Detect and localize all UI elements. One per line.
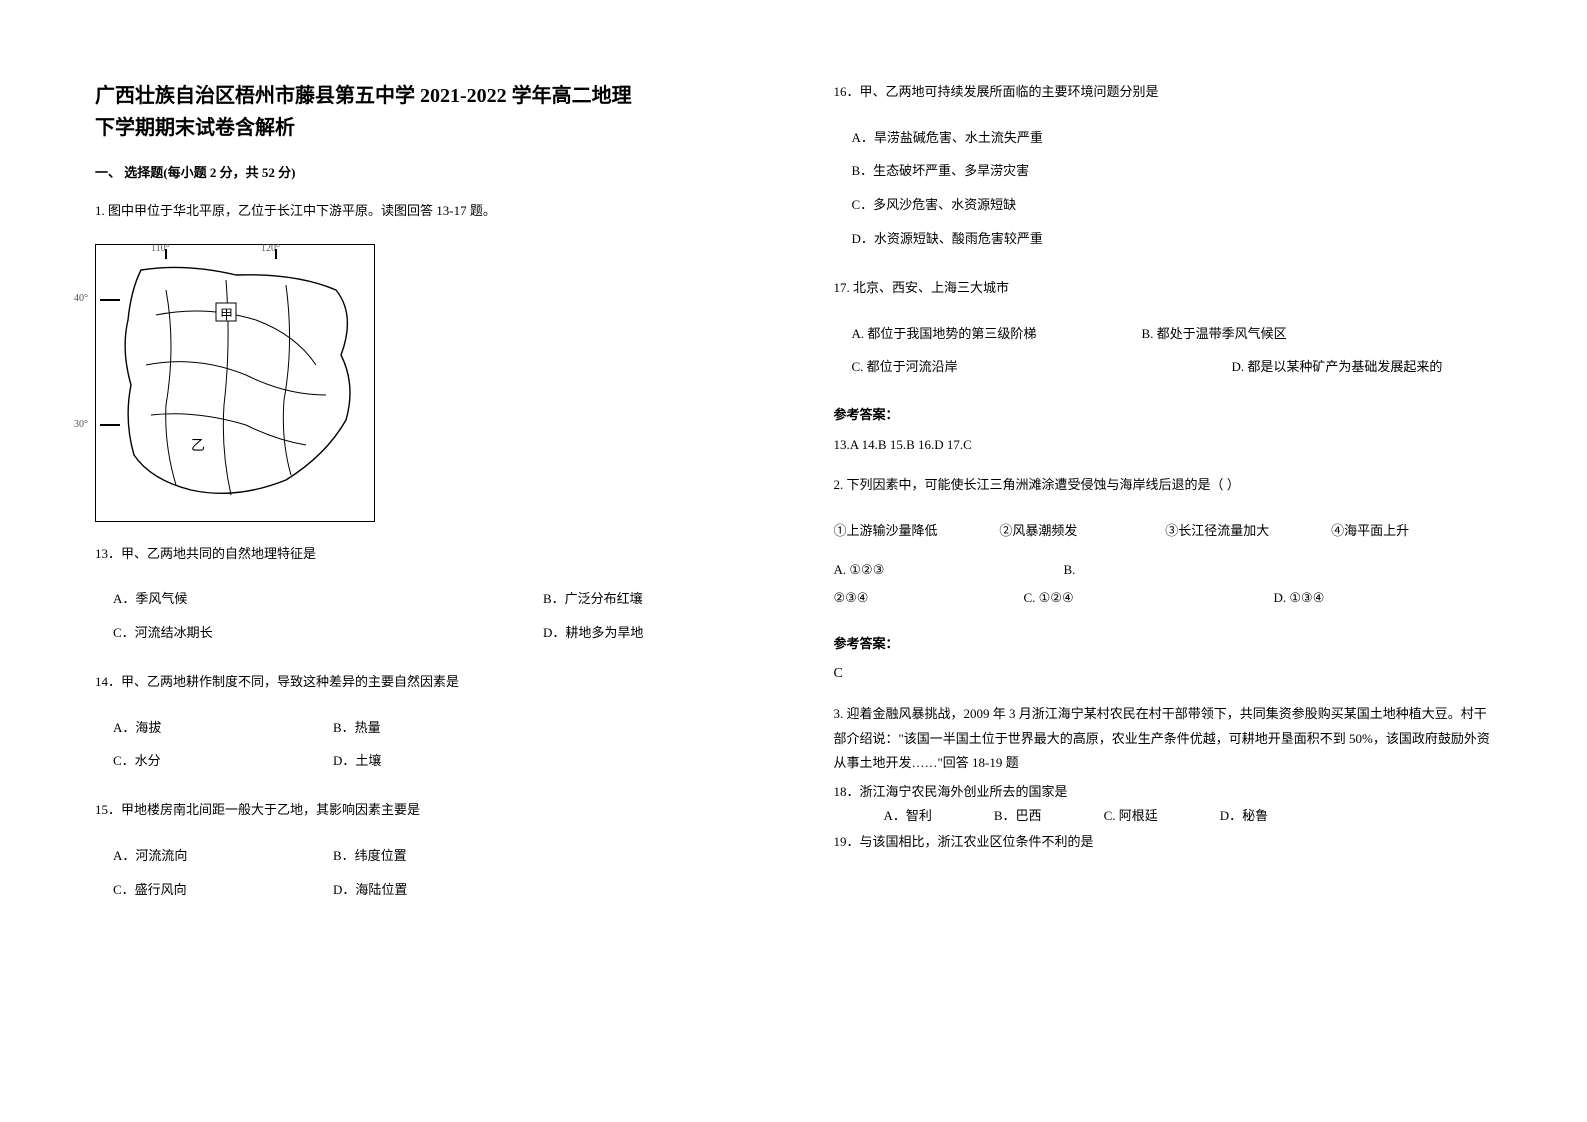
q2-stem: 2. 下列因素中，可能使长江三角洲滩涂遭受侵蚀与海岸线后退的是（ ） <box>834 473 1498 498</box>
answer-heading-1: 参考答案： <box>834 404 1498 423</box>
q13-d: D．耕地多为旱地 <box>543 616 759 650</box>
left-column: 广西壮族自治区梧州市藤县第五中学 2021-2022 学年高二地理 下学期期末试… <box>95 80 759 1082</box>
map-svg: 乙 <box>96 245 374 521</box>
q16-options: A．旱涝盐碱危害、水土流失严重 B．生态破坏严重、多旱涝灾害 C．多风沙危害、水… <box>852 121 1498 256</box>
q2-b-label: B. <box>1064 556 1076 585</box>
q13-c: C．河流结冰期长 <box>113 616 543 650</box>
q18-c: C. 阿根廷 <box>1104 805 1158 824</box>
q17-b: B. 都处于温带季风气候区 <box>1142 317 1287 351</box>
q2-c: C. ①②④ <box>1024 584 1274 613</box>
q19-stem: 19．与该国相比，浙江农业区位条件不利的是 <box>834 830 1498 855</box>
q15-c: C．盛行风向 <box>113 873 333 907</box>
q16-b: B．生态破坏严重、多旱涝灾害 <box>852 154 1030 188</box>
right-column: 16．甲、乙两地可持续发展所面临的主要环境问题分别是 A．旱涝盐碱危害、水土流失… <box>834 80 1498 1082</box>
q16-a: A．旱涝盐碱危害、水土流失严重 <box>852 121 1043 155</box>
q13-options: A．季风气候 B．广泛分布红壤 C．河流结冰期长 D．耕地多为旱地 <box>113 582 759 650</box>
q18-d: D．秘鲁 <box>1220 805 1268 824</box>
q2-a: A. ①②③ <box>834 556 1064 585</box>
q2-factors: ①上游输沙量降低 ②风暴潮频发 ③长江径流量加大 ④海平面上升 A. ①②③ B… <box>834 518 1498 613</box>
q16-c: C．多风沙危害、水资源短缺 <box>852 188 1017 222</box>
q17-d: D. 都是以某种矿产为基础发展起来的 <box>1232 359 1443 374</box>
exam-title: 广西壮族自治区梧州市藤县第五中学 2021-2022 学年高二地理 下学期期末试… <box>95 80 759 144</box>
lon-120: 120° <box>261 243 280 254</box>
q18-b: B．巴西 <box>994 805 1042 824</box>
q2-d: D. ①③④ <box>1274 584 1325 613</box>
lat-30: 30° <box>74 419 88 430</box>
q15-d: D．海陆位置 <box>333 873 759 907</box>
title-line-2: 下学期期末试卷含解析 <box>95 112 759 144</box>
q15-b: B．纬度位置 <box>333 839 759 873</box>
q18-options: A．智利 B．巴西 C. 阿根廷 D．秘鲁 <box>884 805 1498 824</box>
q13-stem: 13．甲、乙两地共同的自然地理特征是 <box>95 542 759 567</box>
q17-options: A. 都位于我国地势的第三级阶梯 B. 都处于温带季风气候区 C. 都位于河流沿… <box>852 317 1498 385</box>
q17-c: C. 都位于河流沿岸 <box>852 350 1232 384</box>
q13-b: B．广泛分布红壤 <box>543 582 759 616</box>
q14-options: A．海拔 B．热量 C．水分 D．土壤 <box>113 711 759 779</box>
q2-f3: ③长江径流量加大 <box>1165 518 1331 544</box>
q17-a: A. 都位于我国地势的第三级阶梯 <box>852 317 1142 351</box>
title-line-1: 广西壮族自治区梧州市藤县第五中学 2021-2022 学年高二地理 <box>95 80 759 112</box>
q15-options: A．河流流向 B．纬度位置 C．盛行风向 D．海陆位置 <box>113 839 759 907</box>
lat-40: 40° <box>74 293 88 304</box>
q16-d: D．水资源短缺、酸雨危害较严重 <box>852 222 1043 256</box>
q14-a: A．海拔 <box>113 711 333 745</box>
q14-b: B．热量 <box>333 711 759 745</box>
q15-stem: 15．甲地楼房南北间距一般大于乙地，其影响因素主要是 <box>95 798 759 823</box>
q15-a: A．河流流向 <box>113 839 333 873</box>
q2-f2: ②风暴潮频发 <box>999 518 1165 544</box>
lon-110: 110° <box>151 243 170 254</box>
answer-1: 13.A 14.B 15.B 16.D 17.C <box>834 437 1498 453</box>
jia-label: 甲 <box>220 304 233 323</box>
answer-2: C <box>834 666 1498 682</box>
svg-text:乙: 乙 <box>191 438 205 454</box>
q2-f1: ①上游输沙量降低 <box>834 518 1000 544</box>
q1-stem: 1. 图中甲位于华北平原，乙位于长江中下游平原。读图回答 13-17 题。 <box>95 199 759 224</box>
q18-a: A．智利 <box>884 805 932 824</box>
section-heading: 一、 选择题(每小题 2 分，共 52 分) <box>95 162 759 181</box>
q16-stem: 16．甲、乙两地可持续发展所面临的主要环境问题分别是 <box>834 80 1498 105</box>
q3-stem: 3. 迎着金融风暴挑战，2009 年 3 月浙江海宁某村农民在村干部带领下，共同… <box>834 702 1498 776</box>
q18-stem: 18．浙江海宁农民海外创业所去的国家是 <box>834 780 1498 805</box>
answer-heading-2: 参考答案： <box>834 633 1498 652</box>
q17-stem: 17. 北京、西安、上海三大城市 <box>834 276 1498 301</box>
q14-d: D．土壤 <box>333 744 759 778</box>
q14-c: C．水分 <box>113 744 333 778</box>
q14-stem: 14．甲、乙两地耕作制度不同，导致这种差异的主要自然因素是 <box>95 670 759 695</box>
map-figure: 乙 110° 120° 40° 30° 甲 <box>95 244 375 522</box>
q2-b-val: ②③④ <box>834 584 1024 613</box>
q2-f4: ④海平面上升 <box>1331 518 1497 544</box>
q13-a: A．季风气候 <box>113 582 543 616</box>
